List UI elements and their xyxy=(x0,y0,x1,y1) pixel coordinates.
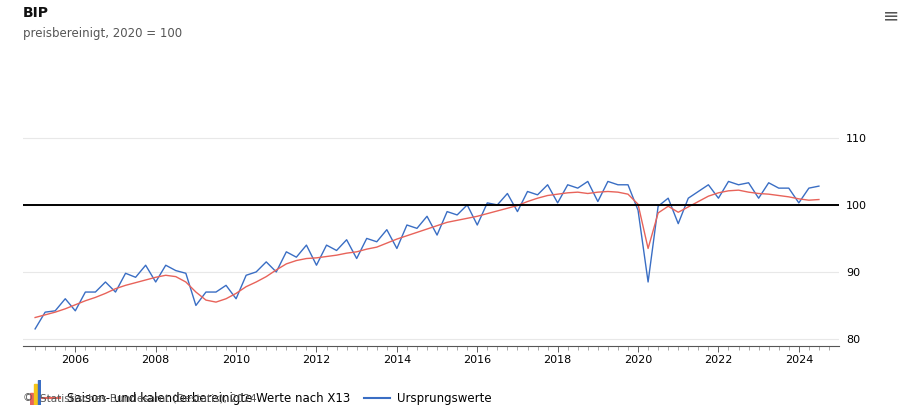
Text: ≡: ≡ xyxy=(882,6,899,25)
Text: preisbereinigt, 2020 = 100: preisbereinigt, 2020 = 100 xyxy=(23,27,183,40)
Text: ©: © xyxy=(23,393,33,403)
Bar xyxy=(34,384,37,405)
Bar xyxy=(30,393,33,405)
Bar xyxy=(38,380,41,405)
Text: Statistisches Bundesamt (Destatis), 2024: Statistisches Bundesamt (Destatis), 2024 xyxy=(40,393,256,403)
Legend: Saison- und kalenderbereinigte Werte nach X13, Ursprungswerte: Saison- und kalenderbereinigte Werte nac… xyxy=(29,388,497,410)
Text: BIP: BIP xyxy=(23,6,49,20)
